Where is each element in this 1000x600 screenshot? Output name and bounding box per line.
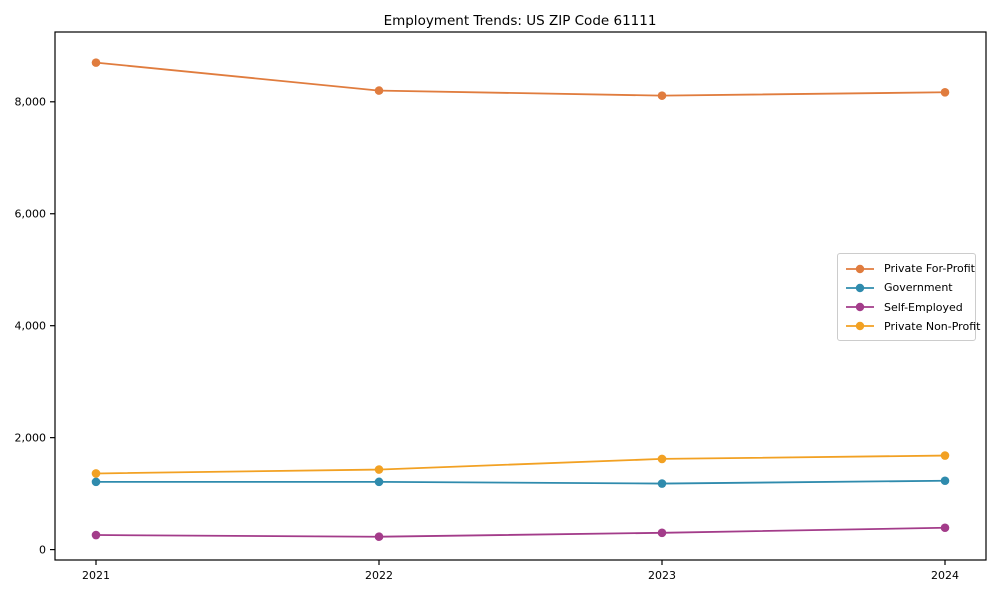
data-point-self-employed-2022 xyxy=(374,532,384,542)
legend-item-self-employed: Self-Employed xyxy=(845,298,968,317)
legend-marker-icon xyxy=(846,302,874,312)
data-point-government-2023 xyxy=(657,479,667,488)
legend: Private For-Profit Government Self-Employe… xyxy=(837,253,980,341)
legend-item-private-non-profit: Private Non-Profit xyxy=(845,317,980,336)
legend-marker-icon xyxy=(846,322,874,331)
data-point-government-2024 xyxy=(940,476,950,486)
data-point-private-for-profit-2023 xyxy=(657,91,667,100)
x-tick-label: 2021 xyxy=(82,569,110,582)
x-tick-label: 2024 xyxy=(931,569,959,582)
legend-label: Self-Employed xyxy=(884,300,963,314)
data-point-private-for-profit-2022 xyxy=(374,86,384,95)
y-tick-label: 6,000 xyxy=(15,208,47,221)
y-tick-label: 8,000 xyxy=(15,96,47,109)
series-government xyxy=(91,476,950,488)
data-point-private-non-profit-2023 xyxy=(657,454,667,464)
legend-dot-icon xyxy=(855,302,865,312)
x-tick-label: 2023 xyxy=(648,569,676,582)
data-point-private-non-profit-2021 xyxy=(91,469,101,478)
legend-label: Government xyxy=(884,281,953,295)
series-private-non-profit xyxy=(91,451,950,478)
data-point-private-for-profit-2024 xyxy=(940,87,950,97)
series-lines xyxy=(91,58,950,542)
data-point-self-employed-2023 xyxy=(657,528,667,538)
legend-label: Private Non-Profit xyxy=(884,319,981,333)
data-point-private-non-profit-2022 xyxy=(374,465,384,474)
legend-dot-icon xyxy=(855,264,865,273)
legend-marker-icon xyxy=(846,264,874,273)
series-line-private-non-profit xyxy=(95,454,946,475)
x-tick-label: 2022 xyxy=(365,569,393,582)
y-tick-label: 0 xyxy=(39,543,46,556)
series-line-government xyxy=(95,479,946,485)
series-private-for-profit xyxy=(91,58,950,100)
y-tick-label: 4,000 xyxy=(15,319,47,332)
legend-dot-icon xyxy=(855,283,865,293)
data-point-government-2022 xyxy=(374,477,384,487)
axes: 0 2,000 4,000 6,000 8,000 2021 2022 2023 2024 xyxy=(15,31,987,582)
y-tick-label: 2,000 xyxy=(15,431,47,444)
legend-dot-icon xyxy=(855,322,865,331)
legend-item-government: Government xyxy=(845,278,968,297)
data-point-private-non-profit-2024 xyxy=(940,451,950,460)
series-line-self-employed xyxy=(95,526,946,538)
series-line-private-for-profit xyxy=(95,61,946,97)
series-self-employed xyxy=(91,523,950,542)
data-point-self-employed-2024 xyxy=(940,523,950,533)
data-point-private-for-profit-2021 xyxy=(91,58,101,67)
legend-marker-icon xyxy=(846,283,874,293)
data-point-self-employed-2021 xyxy=(91,530,101,540)
data-point-government-2021 xyxy=(91,477,101,487)
legend-label: Private For-Profit xyxy=(884,262,975,276)
chart-title: Employment Trends: US ZIP Code 61111 xyxy=(384,13,657,29)
plot-border xyxy=(54,31,987,561)
legend-item-private-for-profit: Private For-Profit xyxy=(845,259,975,278)
